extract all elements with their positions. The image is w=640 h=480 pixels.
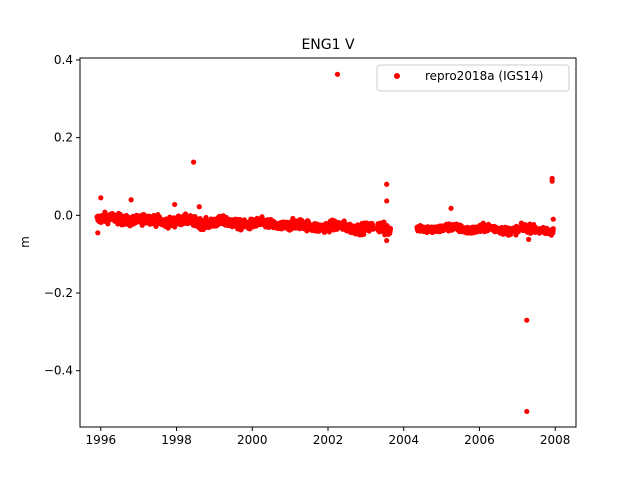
data-point [550, 216, 556, 222]
x-tick-label: 1996 [86, 433, 117, 447]
plot-frame [79, 57, 577, 428]
data-point [370, 226, 377, 232]
legend: repro2018a (IGS14) [376, 64, 570, 92]
data-point [95, 230, 101, 236]
data-point [549, 178, 555, 184]
data-point [182, 211, 189, 217]
y-tick-label: 0.0 [54, 208, 73, 222]
data-point [387, 225, 394, 232]
data-point [128, 197, 134, 203]
data-point [105, 221, 111, 227]
x-tick-label: 2006 [464, 433, 495, 447]
y-axis: −0.4 −0.2 0.0 0.2 0.4 [44, 53, 80, 378]
data-point [384, 181, 390, 187]
data-point [334, 71, 341, 77]
data-point [526, 236, 532, 242]
data-point [381, 219, 387, 225]
y-tick-label: −0.2 [44, 286, 73, 300]
x-tick-label: 2004 [388, 433, 419, 447]
data-point [384, 198, 390, 204]
y-tick-label: 0.2 [54, 131, 73, 145]
x-tick-label: 2000 [237, 433, 268, 447]
legend-box [376, 64, 570, 92]
data-point [196, 204, 202, 210]
x-axis: 1996 1998 2000 2002 2004 2006 2008 [86, 427, 571, 447]
x-tick-label: 2002 [313, 433, 344, 447]
scatter-points [94, 71, 556, 415]
data-point [384, 237, 390, 244]
y-axis-label: m [18, 236, 32, 248]
legend-label: repro2018a (IGS14) [425, 69, 543, 83]
data-point [197, 215, 203, 222]
data-point [382, 232, 388, 238]
legend-marker [394, 73, 400, 79]
data-point [550, 226, 556, 232]
data-point [524, 408, 530, 415]
x-tick-label: 1998 [161, 433, 192, 447]
data-point [117, 211, 123, 218]
data-point [524, 317, 530, 323]
y-tick-label: −0.4 [44, 364, 73, 378]
data-point [448, 205, 454, 211]
data-point [190, 159, 197, 165]
x-tick-label: 2008 [540, 433, 571, 447]
y-tick-label: 0.4 [54, 53, 73, 67]
data-point [98, 195, 104, 201]
data-point [527, 221, 533, 227]
data-point [172, 201, 178, 208]
chart-title: ENG1 V [301, 37, 355, 53]
